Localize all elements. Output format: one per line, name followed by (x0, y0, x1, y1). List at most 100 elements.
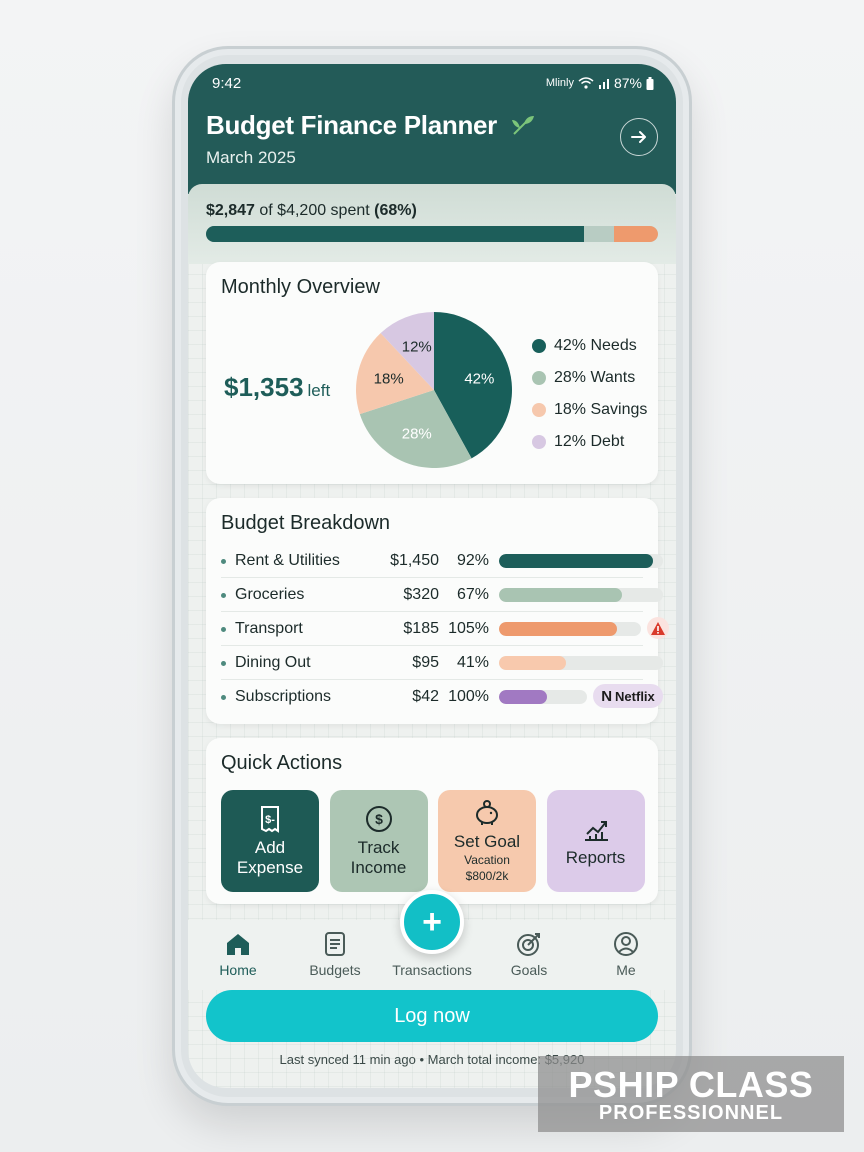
log-now-button[interactable]: Log now (206, 990, 658, 1042)
category-name: Groceries (235, 586, 305, 603)
watermark-line-1: PSHIP CLASS (568, 1064, 814, 1105)
netflix-logo-icon: N (601, 687, 613, 705)
category-progress-fill (499, 554, 654, 568)
target-icon (515, 930, 543, 958)
nav-goals[interactable]: Goals (484, 930, 574, 978)
category-amount: $320 (403, 586, 439, 603)
app-title: Budget Finance Planner (206, 110, 536, 141)
legend-item: 28% Wants (532, 362, 647, 394)
legend-label: 42% Needs (554, 337, 637, 354)
budget-breakdown-card: Budget Breakdown Rent & Utilities $1,450 9… (206, 498, 669, 724)
category-progress-bar (499, 656, 663, 670)
pie-label-debt: 12% (402, 338, 432, 355)
chart-trend-icon (581, 814, 611, 844)
breakdown-row[interactable]: Dining Out $95 41% (221, 646, 663, 680)
category-progress-bar (499, 554, 663, 568)
category-progress-fill (499, 622, 617, 636)
spent-progress-fill (206, 226, 584, 242)
app-subtitle: March 2025 (206, 148, 296, 167)
sync-status: Last synced 11 min ago • March total inc… (279, 1052, 585, 1067)
category-name: Transport (235, 620, 303, 637)
warning-icon[interactable] (647, 617, 669, 639)
category-percent: 92% (456, 552, 489, 569)
piggy-bank-icon (472, 798, 502, 828)
add-transaction-fab[interactable]: + (400, 890, 464, 954)
monthly-overview-card: Monthly Overview $1,353 left 42% 28% 18% 12%… (206, 262, 658, 484)
breakdown-row[interactable]: Subscriptions $42 100% N Netflix (221, 680, 663, 714)
quick-action-set-goal[interactable]: Set Goal Vacation $800/2k (438, 790, 536, 892)
battery-icon (646, 76, 654, 90)
nav-transactions[interactable]: Transactions (387, 930, 477, 978)
category-percent: 105% (448, 620, 489, 637)
quick-action-label: Add Expense (236, 838, 304, 877)
budget-pie-chart: 42% 28% 18% 12% (356, 312, 512, 468)
pie-label-wants: 28% (402, 426, 432, 443)
remaining-value: $1,353 (224, 372, 304, 402)
legend-label: 18% Savings (554, 401, 648, 418)
carrier-label: Mlinly (545, 77, 574, 89)
remaining-label: left (307, 381, 331, 400)
spent-amount: $2,847 (206, 202, 255, 219)
receipt-icon: $- (255, 804, 285, 834)
nav-label: Budgets (309, 962, 361, 978)
app-screen: 9:42 Mlinly 87% Budget Finance Planner M… (188, 64, 676, 1088)
nav-label: Goals (510, 962, 548, 978)
nav-me[interactable]: Me (581, 930, 671, 978)
spent-middle: of $4,200 spent (254, 202, 375, 219)
quick-action-add-expense[interactable]: $- Add Expense (221, 790, 319, 892)
legend-item: 12% Debt (532, 426, 647, 458)
row-bullet (221, 695, 226, 700)
legend-item: 18% Savings (532, 394, 647, 426)
legend-dot (532, 403, 546, 417)
pie-slice-debt (380, 312, 434, 390)
quick-action-reports[interactable]: Reports (546, 790, 645, 892)
pie-slice-wants (359, 390, 472, 468)
quick-action-label: Reports (565, 848, 626, 867)
category-percent: 100% (448, 688, 489, 705)
quick-actions-card: Quick Actions $- Add Expense $ Track Income Se… (206, 738, 658, 904)
category-amount: $1,450 (390, 552, 439, 569)
breakdown-row[interactable]: Transport $185 105% (221, 612, 669, 646)
signal-icon (598, 79, 609, 89)
category-amount: $95 (412, 654, 439, 671)
pie-slice-savings (356, 333, 434, 415)
category-percent: 67% (456, 586, 489, 603)
status-icons: Mlinly 87% (546, 75, 654, 91)
breakdown-row[interactable]: Rent & Utilities $1,450 92% (221, 544, 663, 578)
legend-dot (532, 435, 546, 449)
category-amount: $185 (403, 620, 439, 637)
status-time: 9:42 (212, 75, 242, 92)
overview-title: Monthly Overview (221, 276, 380, 298)
nav-budgets[interactable]: Budgets (290, 930, 380, 978)
next-arrow-button[interactable] (620, 118, 658, 156)
category-progress-bar (499, 690, 587, 704)
breakdown-title: Budget Breakdown (221, 512, 391, 534)
spent-progress-overflow (614, 226, 658, 242)
category-name: Rent & Utilities (235, 552, 340, 569)
watermark-line-2: PROFESSIONNEL (598, 1102, 784, 1124)
legend-label: 12% Debt (554, 433, 625, 450)
category-name: Dining Out (235, 654, 311, 671)
category-progress-fill (499, 588, 622, 602)
pie-label-savings: 18% (374, 370, 404, 387)
spent-text: $2,847 of $4,200 spent (68%) (206, 202, 417, 220)
row-bullet (221, 627, 226, 632)
svg-text:$: $ (375, 811, 383, 827)
battery-percent: 87% (613, 75, 642, 91)
legend-label: 28% Wants (554, 369, 636, 386)
nav-home[interactable]: Home (193, 930, 283, 978)
netflix-badge[interactable]: N Netflix (593, 684, 663, 708)
quick-action-track-income[interactable]: $ Track Income (329, 790, 428, 892)
legend-dot (532, 339, 546, 353)
svg-text:$-: $- (265, 814, 275, 826)
leaf-icon (511, 116, 534, 135)
breakdown-row[interactable]: Groceries $320 67% (221, 578, 663, 612)
wifi-icon (578, 77, 594, 89)
nav-label: Me (616, 962, 636, 978)
category-amount: $42 (412, 688, 439, 705)
row-bullet (221, 559, 226, 564)
legend-dot (532, 371, 546, 385)
nav-label: Transactions (392, 962, 472, 978)
arrow-right-icon (631, 131, 646, 143)
spent-percent: (68%) (374, 202, 417, 219)
